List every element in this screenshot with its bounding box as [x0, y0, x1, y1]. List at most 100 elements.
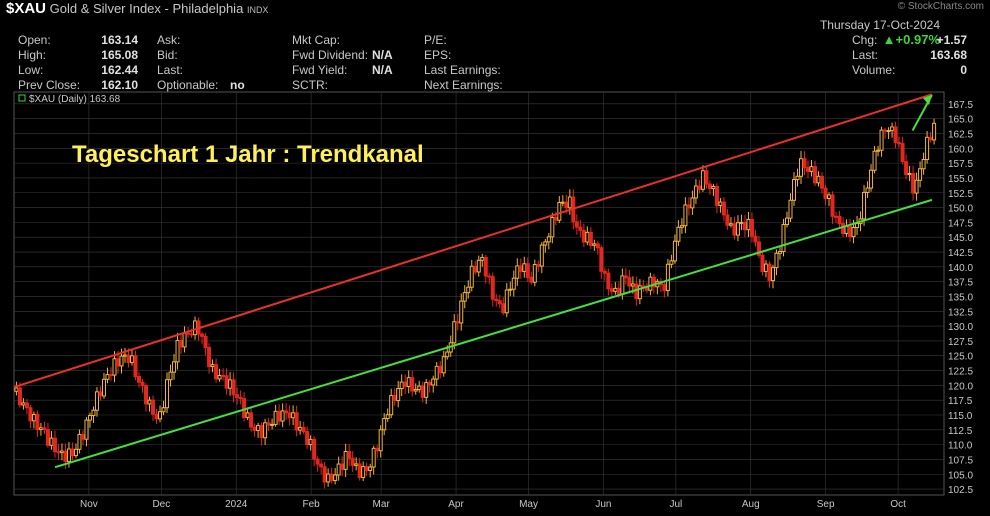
- candle-body: [784, 217, 789, 226]
- candle-body: [326, 473, 331, 483]
- candle-body: [273, 410, 278, 425]
- col1-value: 163.14: [101, 33, 138, 47]
- col1-label: High:: [18, 48, 47, 62]
- candle-body: [364, 466, 369, 471]
- col5-label: Volume:: [852, 63, 896, 77]
- up-triangle-icon: ▲: [882, 32, 896, 47]
- candle-body: [483, 256, 488, 277]
- candle-body: [200, 333, 205, 337]
- candle-body: [382, 418, 387, 431]
- candle-body: [73, 448, 78, 457]
- candle-body: [665, 263, 670, 291]
- candle-body: [235, 394, 240, 398]
- candle-body: [693, 185, 698, 199]
- candle-body: [14, 387, 19, 392]
- candle-body: [52, 437, 57, 453]
- y-tick-label: 125.0: [948, 352, 973, 363]
- candle-body: [630, 283, 635, 287]
- candle-body: [820, 175, 825, 189]
- candle-body: [420, 385, 425, 398]
- candle-body: [154, 413, 159, 420]
- y-tick-label: 120.0: [948, 381, 973, 392]
- y-tick-label: 122.5: [948, 367, 973, 378]
- candle-body: [798, 158, 803, 177]
- candle-body: [354, 463, 359, 466]
- candle-body: [263, 422, 268, 439]
- candle-body: [560, 201, 565, 204]
- candle-body: [21, 402, 26, 406]
- candle-body: [714, 185, 719, 206]
- candle-body: [749, 218, 754, 237]
- candle-body: [266, 422, 271, 426]
- candle-body: [172, 361, 177, 373]
- candle-body: [627, 277, 632, 287]
- candle-body: [98, 391, 103, 397]
- candle-body: [844, 225, 849, 235]
- candle-body: [841, 223, 846, 235]
- candle-body: [788, 199, 793, 219]
- col1-label: Prev Close:: [18, 78, 81, 92]
- candle-body: [87, 415, 92, 421]
- candle-body: [217, 374, 222, 380]
- candle-body: [24, 402, 29, 409]
- candle-body: [886, 130, 891, 133]
- candle-body: [147, 399, 152, 405]
- candle-body: [855, 223, 860, 229]
- candle-body: [522, 263, 527, 272]
- candle-body: [179, 339, 184, 348]
- y-tick-label: 135.0: [948, 292, 973, 303]
- candle-body: [918, 168, 923, 181]
- index-name: Gold & Silver Index - Philadelphia: [49, 1, 244, 16]
- candle-body: [623, 275, 628, 279]
- candle-body: [585, 231, 590, 243]
- candle-body: [669, 260, 674, 265]
- candle-body: [469, 265, 474, 288]
- candle-body: [42, 427, 47, 431]
- candle-body: [291, 412, 296, 419]
- candle-body: [683, 204, 688, 227]
- col4-label: Last Earnings:: [424, 63, 501, 77]
- candle-body: [329, 473, 334, 482]
- candle-body: [203, 335, 208, 349]
- x-tick-label: Oct: [890, 499, 906, 510]
- candle-body: [777, 250, 782, 254]
- candle-body: [869, 169, 874, 189]
- candle-body: [921, 159, 926, 170]
- y-tick-label: 107.5: [948, 455, 973, 466]
- candle-body: [427, 382, 432, 386]
- candle-body: [767, 263, 772, 282]
- candle-body: [823, 187, 828, 199]
- candle-body: [809, 166, 814, 172]
- candle-body: [294, 412, 299, 431]
- candle-body: [735, 222, 740, 236]
- candle-body: [595, 243, 600, 249]
- candle-body: [249, 412, 254, 428]
- candle-body: [210, 364, 215, 368]
- candle-body: [599, 247, 604, 272]
- candle-body: [862, 191, 867, 220]
- candle-body: [130, 355, 135, 363]
- candle-body: [883, 129, 888, 132]
- x-tick-label: May: [519, 499, 538, 510]
- col5-value: 163.68: [930, 48, 967, 62]
- candle-body: [795, 175, 800, 181]
- candle-body: [242, 398, 247, 418]
- candle-body: [59, 450, 64, 454]
- candle-body: [676, 226, 681, 242]
- col3-value: N/A: [372, 48, 393, 62]
- candle-body: [256, 425, 261, 431]
- candle-body: [837, 215, 842, 225]
- y-tick-label: 167.5: [948, 100, 973, 111]
- candle-body: [84, 419, 89, 440]
- col2-label: Optionable:: [157, 78, 219, 92]
- candle-body: [287, 412, 292, 419]
- candle-body: [347, 451, 352, 459]
- candle-body: [361, 466, 366, 478]
- candle-body: [511, 277, 516, 290]
- col5-label: Chg:: [852, 33, 878, 47]
- y-tick-label: 157.5: [948, 159, 973, 170]
- quote-date: Thursday 17-Oct-2024: [819, 18, 940, 32]
- candle-body: [228, 379, 233, 389]
- candle-body: [280, 410, 285, 422]
- candle-body: [77, 433, 82, 450]
